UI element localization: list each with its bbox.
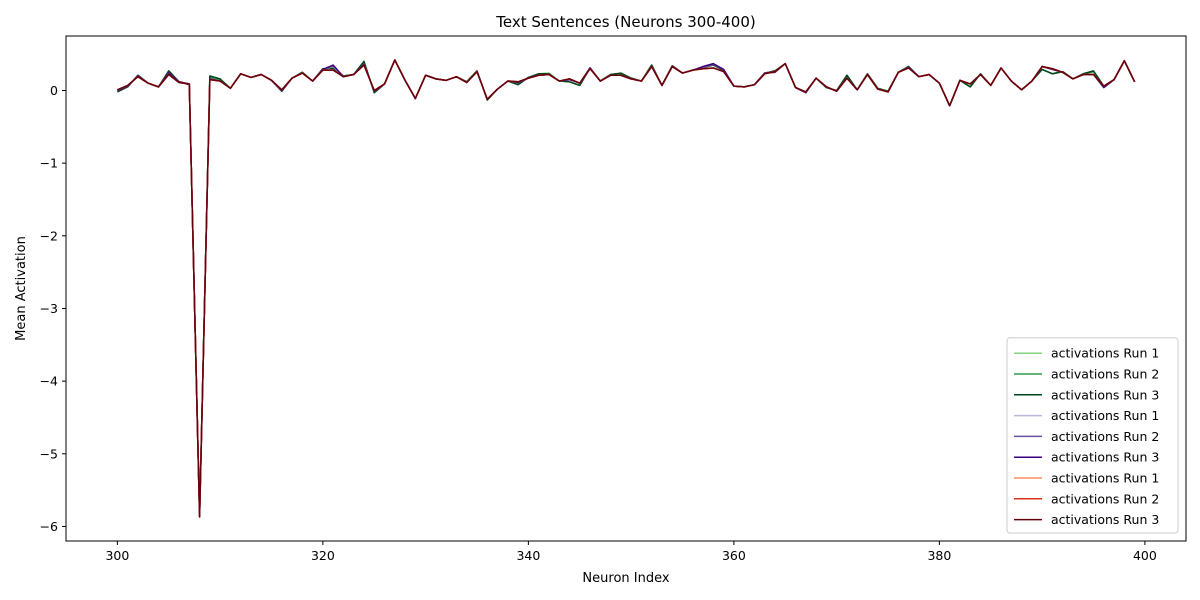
- x-tick-label: 400: [1133, 548, 1157, 563]
- legend-label: activations Run 2: [1051, 491, 1159, 506]
- legend-label: activations Run 3: [1051, 387, 1159, 402]
- legend-label: activations Run 1: [1051, 408, 1159, 423]
- legend-label: activations Run 3: [1051, 512, 1159, 527]
- y-tick-label: −1: [40, 156, 58, 171]
- plot-frame: [65, 35, 1187, 542]
- x-axis-label: Neuron Index: [582, 571, 669, 586]
- legend-label: activations Run 1: [1051, 471, 1159, 486]
- y-axis: −6 −5 −4 −3 −2 −1 0: [40, 83, 66, 534]
- legend: activations Run 1 activations Run 2 activa…: [1006, 337, 1179, 534]
- series-layer: [117, 59, 1136, 518]
- x-tick-label: 320: [311, 548, 335, 563]
- x-axis: 300 320 340 360 380 400: [105, 541, 1157, 563]
- y-tick-label: −5: [40, 446, 58, 461]
- legend-label: activations Run 1: [1051, 346, 1159, 361]
- x-tick-label: 300: [105, 548, 129, 563]
- x-tick-label: 360: [722, 548, 746, 563]
- y-tick-label: −6: [40, 519, 58, 534]
- x-tick-label: 380: [927, 548, 951, 563]
- x-tick-label: 340: [516, 548, 540, 563]
- y-axis-label: Mean Activation: [14, 236, 29, 341]
- y-tick-label: −3: [40, 301, 58, 316]
- legend-box: [1006, 337, 1179, 534]
- y-tick-label: −4: [40, 374, 58, 389]
- y-tick-label: −2: [40, 228, 58, 243]
- legend-label: activations Run 2: [1051, 429, 1159, 444]
- series-line-9: [117, 59, 1136, 518]
- y-tick-label: 0: [50, 83, 58, 98]
- legend-label: activations Run 2: [1051, 367, 1159, 382]
- chart-title: Text Sentences (Neurons 300-400): [495, 13, 755, 31]
- legend-label: activations Run 3: [1051, 450, 1159, 465]
